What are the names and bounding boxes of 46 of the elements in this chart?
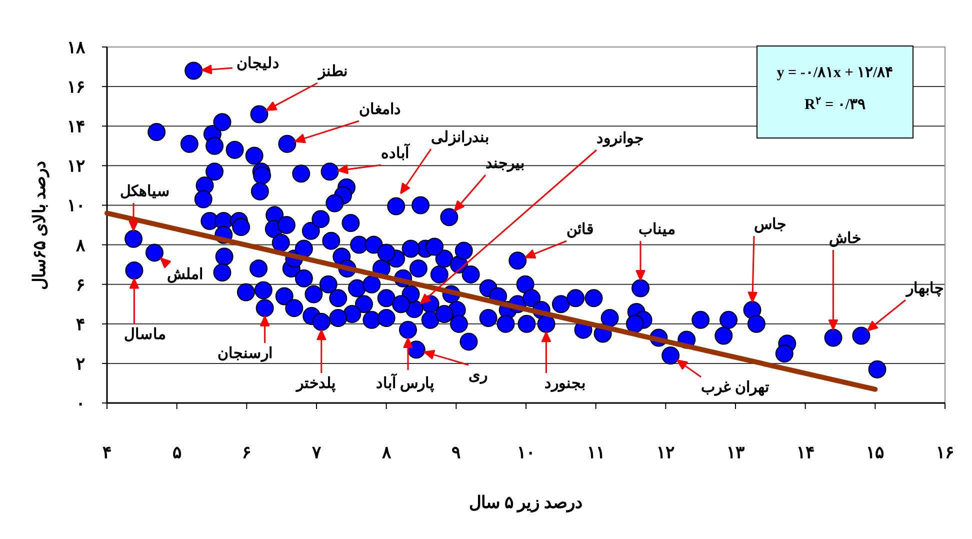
annotation: آباده [381, 143, 411, 162]
x-axis-title: درصد زیر ۵ سال [469, 493, 583, 513]
y-tick-label: ۱۴ [67, 117, 85, 136]
x-tick-label: ۱۴ [796, 443, 814, 462]
y-tick-label: ۲ [76, 354, 85, 374]
annotation: نطنز [318, 64, 348, 80]
y-tick-label: ۰ [76, 394, 85, 413]
x-tick-label: ۱۱ [586, 443, 605, 462]
annotation: ماسال [124, 327, 166, 343]
x-tick-label: ۸ [380, 443, 392, 462]
annotation: پارس آباد [376, 373, 434, 393]
annotation: y = -۰/۸۱x + ۱۲/۸۴ [776, 65, 894, 81]
annotation: دلیجان [236, 56, 280, 72]
x-tick-label: ۶ [242, 443, 252, 462]
annotation: املش [167, 267, 203, 283]
annotation: ری [468, 368, 488, 384]
annotation: بجنورد [544, 376, 586, 392]
annotation: جاس [754, 217, 786, 233]
annotation: پلدختر [296, 376, 336, 393]
x-tick-label: ۱۲ [656, 443, 675, 462]
x-tick-label: ۷ [311, 443, 322, 462]
x-tick-label: ۵ [172, 443, 182, 462]
y-tick-label: ۱۶ [67, 78, 85, 97]
annotation: میناب [638, 222, 676, 238]
annotation: سیاهکل [120, 184, 170, 200]
annotation: جوانرود [596, 131, 644, 147]
x-tick-label: ۹ [452, 443, 461, 462]
y-axis-title: درصد بالای ۶۵سال [30, 160, 50, 290]
annotation: خاش [829, 231, 861, 247]
y-tick-label: ۸ [75, 236, 86, 255]
x-tick-label: ۱۶ [936, 443, 954, 462]
annotation: چابهار [906, 281, 944, 297]
annotation: ارسنجان [218, 346, 272, 362]
y-tick-label: ۱۸ [67, 38, 86, 57]
y-tick-label: ۴ [76, 314, 85, 334]
y-tick-label: ۱۰ [67, 196, 85, 216]
x-tick-label: ۱۰ [517, 443, 535, 462]
x-tick-label: ۴ [102, 443, 112, 462]
x-tick-label: ۱۵ [866, 443, 884, 462]
y-tick-label: ۱۲ [67, 156, 85, 176]
annotation: دامغان [359, 102, 401, 118]
x-tick-label: ۱۳ [726, 443, 744, 462]
annotation: بندرانزلی [431, 130, 489, 146]
y-tick-label: ۶ [76, 275, 85, 294]
annotation: قائن [566, 222, 594, 238]
annotation: تهران غرب [701, 380, 769, 396]
